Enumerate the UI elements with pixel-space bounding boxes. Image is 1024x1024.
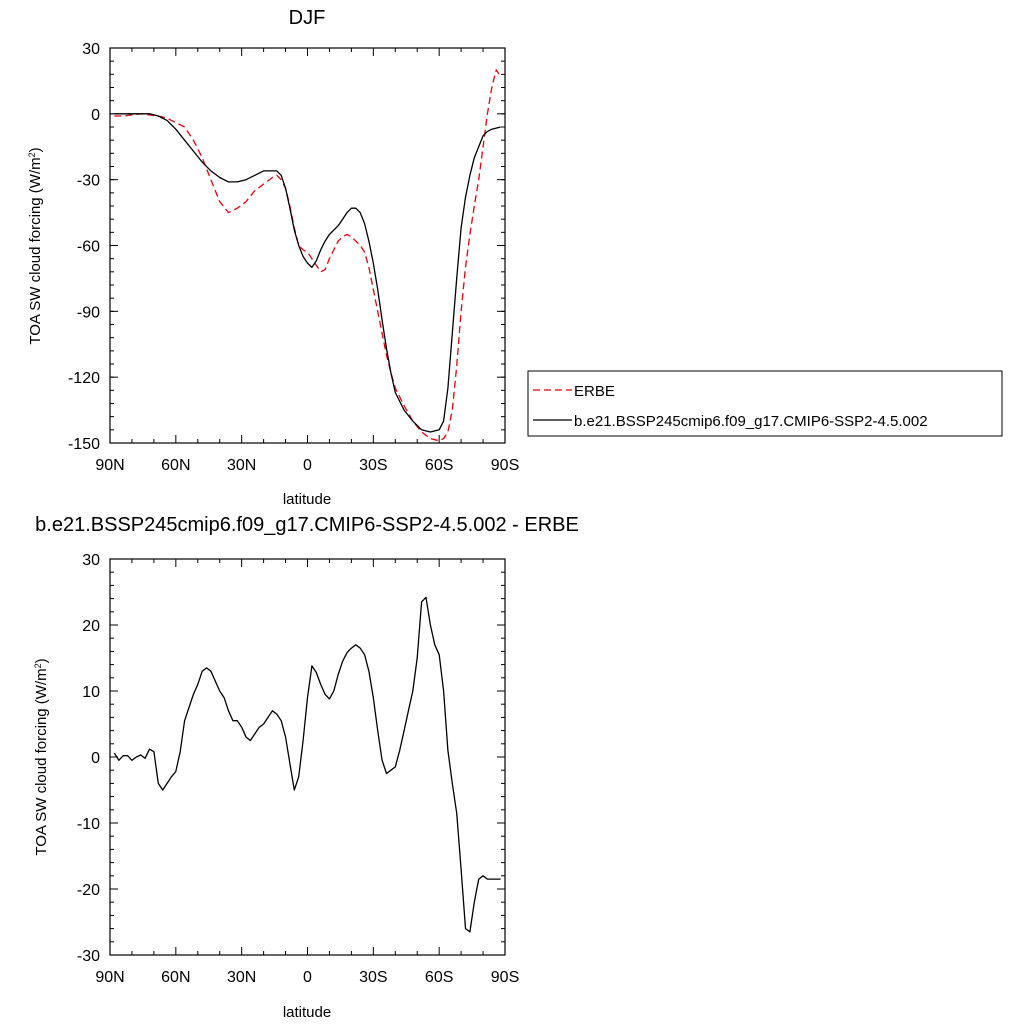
y-tick-label: 0 [91, 107, 100, 124]
y-tick-label: -90 [77, 304, 100, 321]
x-tick-label: 90N [95, 457, 124, 474]
x-tick-label: 90S [491, 457, 519, 474]
x-tick-label: 60S [425, 457, 453, 474]
x-tick-label: 0 [303, 457, 312, 474]
x-tick-label: 90N [95, 969, 124, 986]
y-tick-label: 30 [82, 552, 100, 569]
y-axis-label: TOA SW cloud forcing (W/m2) [27, 147, 44, 344]
y-tick-label: 30 [82, 41, 100, 58]
x-tick-label: 90S [491, 969, 519, 986]
y-tick-label: 0 [91, 750, 100, 767]
legend: ERBE b.e21.BSSP245cmip6.f09_g17.CMIP6-SS… [527, 370, 1003, 437]
x-tick-label: 60N [161, 969, 190, 986]
chart-title: b.e21.BSSP245cmip6.f09_g17.CMIP6-SSP2-4.… [35, 514, 579, 536]
plot-frame [109, 558, 506, 956]
x-tick-label: 30N [227, 969, 256, 986]
y-tick-label: -20 [77, 882, 100, 899]
chart-djf: DJF 90N 60N 30N 0 30S 60S 90S 30 0 -30 -60 -90 -120 -… [27, 7, 1003, 508]
legend-label-erbe: ERBE [574, 383, 615, 400]
x-tick-label: 0 [303, 969, 312, 986]
chart-difference: b.e21.BSSP245cmip6.f09_g17.CMIP6-SSP2-4.… [33, 514, 579, 1021]
y-tick-label: 10 [82, 684, 100, 701]
x-tick-label: 30N [227, 457, 256, 474]
y-tick-label: -30 [77, 948, 100, 965]
series-line-1 [114, 113, 501, 433]
y-tick-label: -60 [77, 239, 100, 256]
plot-frame [109, 47, 506, 444]
plot-area: 90N 60N 30N 0 30S 60S 90S 30 0 -30 -60 -90 -120 -150 [68, 41, 519, 474]
y-tick-label: -10 [77, 816, 100, 833]
legend-label-model: b.e21.BSSP245cmip6.f09_g17.CMIP6-SSP2-4.… [574, 413, 928, 430]
x-tick-label: 60N [161, 457, 190, 474]
chart-title: DJF [289, 7, 326, 29]
x-tick-label: 60S [425, 969, 453, 986]
x-axis-label: latitude [283, 491, 331, 508]
y-tick-label: -120 [68, 370, 100, 387]
series-line-0 [114, 69, 502, 442]
plot-area: 90N 60N 30N 0 30S 60S 90S 30 20 10 0 -10 -20 -30 [77, 552, 519, 986]
y-tick-label: -150 [68, 436, 100, 453]
y-tick-label: 20 [82, 618, 100, 635]
x-tick-label: 30S [359, 457, 387, 474]
x-tick-label: 30S [359, 969, 387, 986]
y-tick-label: -30 [77, 173, 100, 190]
y-axis-label: TOA SW cloud forcing (W/m2) [33, 658, 50, 855]
series-line-0 [113, 596, 501, 933]
x-axis-label: latitude [283, 1004, 331, 1021]
